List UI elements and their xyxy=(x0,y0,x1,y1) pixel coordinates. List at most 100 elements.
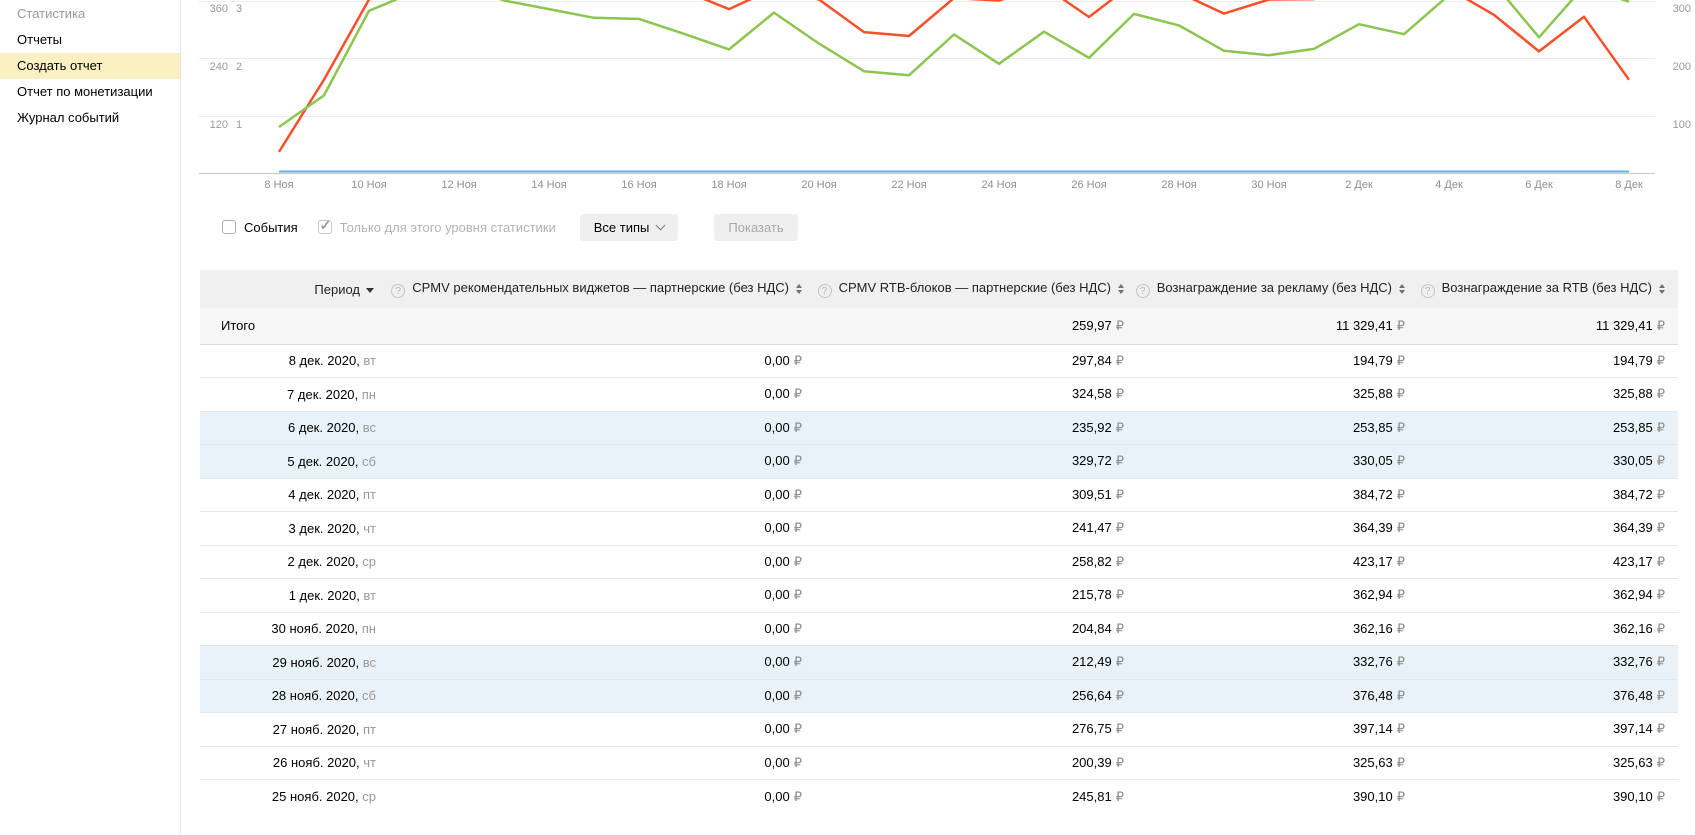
weekday-label: вс xyxy=(359,420,376,435)
currency-symbol: ₽ xyxy=(1112,487,1124,502)
column-header-reward-ads[interactable]: ?Вознаграждение за рекламу (без НДС) xyxy=(1124,270,1405,308)
x-axis-tick-label: 16 Ноя xyxy=(609,179,669,191)
currency-symbol: ₽ xyxy=(1112,520,1124,535)
table-row: 8 дек. 2020, вт0,00₽297,84₽194,79₽194,79… xyxy=(200,344,1678,378)
column-label: CPMV RTB-блоков — партнерские (без НДС) xyxy=(839,280,1111,295)
table-row: 29 нояб. 2020, вс0,00₽212,49₽332,76₽332,… xyxy=(200,646,1678,680)
value-cell: 297,84₽ xyxy=(802,344,1124,378)
help-icon[interactable]: ? xyxy=(391,284,405,298)
currency-symbol: ₽ xyxy=(1393,353,1405,368)
column-header-period[interactable]: Период xyxy=(200,270,380,308)
weekday-label: пт xyxy=(359,722,376,737)
value-cell: 325,63₽ xyxy=(1124,746,1405,780)
value-cell: 384,72₽ xyxy=(1405,478,1678,512)
sidebar-item-event-log[interactable]: Журнал событий xyxy=(0,105,180,131)
value-cell: 362,94₽ xyxy=(1124,579,1405,613)
series-line[interactable] xyxy=(279,0,1629,127)
table-row: 1 дек. 2020, вт0,00₽215,78₽362,94₽362,94… xyxy=(200,579,1678,613)
value-cell: 397,14₽ xyxy=(1124,713,1405,747)
series-line[interactable] xyxy=(279,0,1629,152)
events-checkbox[interactable] xyxy=(222,220,236,234)
currency-symbol: ₽ xyxy=(1112,554,1124,569)
chart-lines[interactable] xyxy=(181,0,1695,174)
weekday-label: сб xyxy=(358,688,376,703)
sort-icon xyxy=(796,284,802,294)
currency-symbol: ₽ xyxy=(1112,386,1124,401)
value-cell: 258,82₽ xyxy=(802,545,1124,579)
date-label: 1 дек. 2020, xyxy=(289,588,360,603)
currency-symbol: ₽ xyxy=(1112,721,1124,736)
currency-symbol: ₽ xyxy=(1653,318,1665,333)
sort-icon xyxy=(1399,284,1405,294)
value-cell: 0,00₽ xyxy=(380,679,802,713)
weekday-label: чт xyxy=(360,521,376,536)
sidebar-item-reports[interactable]: Отчеты xyxy=(0,27,180,53)
table-row: 25 нояб. 2020, ср0,00₽245,81₽390,10₽390,… xyxy=(200,780,1678,814)
show-button[interactable]: Показать xyxy=(714,214,797,241)
date-label: 7 дек. 2020, xyxy=(287,387,358,402)
value-cell: 0,00₽ xyxy=(380,445,802,479)
value-cell: 11 329,41₽ xyxy=(1405,308,1678,344)
help-icon[interactable]: ? xyxy=(818,284,832,298)
currency-symbol: ₽ xyxy=(1393,386,1405,401)
type-filter-button[interactable]: Все типы xyxy=(580,214,679,241)
value-cell: 241,47₽ xyxy=(802,512,1124,546)
value-cell: 0,00₽ xyxy=(380,344,802,378)
table-row: 7 дек. 2020, пн0,00₽324,58₽325,88₽325,88… xyxy=(200,378,1678,412)
table-row: 26 нояб. 2020, чт0,00₽200,39₽325,63₽325,… xyxy=(200,746,1678,780)
table-row: 4 дек. 2020, пт0,00₽309,51₽384,72₽384,72… xyxy=(200,478,1678,512)
value-cell: 325,88₽ xyxy=(1124,378,1405,412)
currency-symbol: ₽ xyxy=(1112,453,1124,468)
sidebar-item-monetization-report[interactable]: Отчет по монетизации xyxy=(0,79,180,105)
period-cell: 26 нояб. 2020, чт xyxy=(200,746,380,780)
value-cell: 259,97₽ xyxy=(802,308,1124,344)
currency-symbol: ₽ xyxy=(790,520,802,535)
column-header-reward-rtb[interactable]: ?Вознаграждение за RTB (без НДС) xyxy=(1405,270,1678,308)
value-cell: 235,92₽ xyxy=(802,411,1124,445)
currency-symbol: ₽ xyxy=(1112,621,1124,636)
period-cell: 25 нояб. 2020, ср xyxy=(200,780,380,814)
period-cell: 30 нояб. 2020, пн xyxy=(200,612,380,646)
value-cell: 0,00₽ xyxy=(380,612,802,646)
date-label: 2 дек. 2020, xyxy=(288,554,359,569)
currency-symbol: ₽ xyxy=(1393,721,1405,736)
chart-area[interactable]: 360 240 120 3 2 1 300 200 100 8 Ноя10 Но… xyxy=(181,0,1695,200)
value-cell: 332,76₽ xyxy=(1124,646,1405,680)
main-content: 360 240 120 3 2 1 300 200 100 8 Ноя10 Но… xyxy=(181,0,1695,835)
currency-symbol: ₽ xyxy=(1653,755,1665,770)
value-cell: 329,72₽ xyxy=(802,445,1124,479)
period-cell: 27 нояб. 2020, пт xyxy=(200,713,380,747)
currency-symbol: ₽ xyxy=(1393,688,1405,703)
value-cell xyxy=(380,308,802,344)
column-label: Период xyxy=(314,282,360,297)
x-axis-tick-label: 26 Ноя xyxy=(1059,179,1119,191)
column-header-cpmv-rtb[interactable]: ? CPMV RTB-блоков — партнерские (без НДС) xyxy=(802,270,1124,308)
currency-symbol: ₽ xyxy=(1112,420,1124,435)
currency-symbol: ₽ xyxy=(790,721,802,736)
table-row: 30 нояб. 2020, пн0,00₽204,84₽362,16₽362,… xyxy=(200,612,1678,646)
value-cell: 256,64₽ xyxy=(802,679,1124,713)
value-cell: 215,78₽ xyxy=(802,579,1124,613)
date-label: 3 дек. 2020, xyxy=(289,521,360,536)
sidebar-item-create-report[interactable]: Создать отчет xyxy=(0,53,180,79)
value-cell: 397,14₽ xyxy=(1405,713,1678,747)
total-row: Итого259,97₽11 329,41₽11 329,41₽ xyxy=(200,308,1678,344)
period-cell: 28 нояб. 2020, сб xyxy=(200,679,380,713)
currency-symbol: ₽ xyxy=(790,789,802,804)
date-label: 29 нояб. 2020, xyxy=(272,655,359,670)
weekday-label: пн xyxy=(358,621,376,636)
value-cell: 364,39₽ xyxy=(1405,512,1678,546)
value-cell: 309,51₽ xyxy=(802,478,1124,512)
table-row: 28 нояб. 2020, сб0,00₽256,64₽376,48₽376,… xyxy=(200,679,1678,713)
period-cell: 6 дек. 2020, вс xyxy=(200,411,380,445)
column-label: CPMV рекомендательных виджетов — партнер… xyxy=(412,280,789,295)
column-header-cpmv-widgets[interactable]: ? CPMV рекомендательных виджетов — партне… xyxy=(380,270,802,308)
help-icon[interactable]: ? xyxy=(1421,284,1435,298)
period-cell: 8 дек. 2020, вт xyxy=(200,344,380,378)
help-icon[interactable]: ? xyxy=(1136,284,1150,298)
value-cell: 0,00₽ xyxy=(380,746,802,780)
events-checkbox-label[interactable]: События xyxy=(244,220,298,235)
weekday-label: вс xyxy=(359,655,376,670)
sidebar-item-statistics[interactable]: Статистика xyxy=(0,1,180,27)
total-label: Итого xyxy=(200,308,380,344)
